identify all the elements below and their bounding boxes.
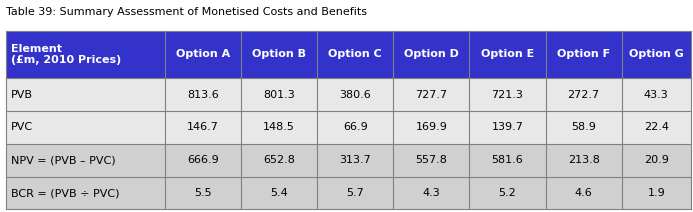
Bar xyxy=(545,111,622,144)
Text: 313.7: 313.7 xyxy=(340,155,371,165)
Bar xyxy=(545,31,622,78)
Text: 666.9: 666.9 xyxy=(187,155,219,165)
Text: Option C: Option C xyxy=(328,49,382,59)
Bar xyxy=(469,78,545,111)
Bar xyxy=(241,111,317,144)
Text: 557.8: 557.8 xyxy=(415,155,447,165)
Bar xyxy=(622,31,691,78)
Bar xyxy=(6,177,165,209)
Text: Option F: Option F xyxy=(557,49,610,59)
Bar xyxy=(545,177,622,209)
Text: 380.6: 380.6 xyxy=(340,89,371,99)
Bar xyxy=(165,177,241,209)
Text: 22.4: 22.4 xyxy=(644,122,669,132)
Text: 43.3: 43.3 xyxy=(644,89,669,99)
Bar xyxy=(241,31,317,78)
Bar xyxy=(317,78,393,111)
Bar xyxy=(6,31,165,78)
Text: 66.9: 66.9 xyxy=(343,122,367,132)
Text: Option A: Option A xyxy=(176,49,230,59)
Bar xyxy=(469,144,545,177)
Bar xyxy=(545,144,622,177)
Text: Option G: Option G xyxy=(629,49,684,59)
Text: NPV = (PVB – PVC): NPV = (PVB – PVC) xyxy=(11,155,116,165)
Text: 5.2: 5.2 xyxy=(498,188,516,198)
Bar xyxy=(622,78,691,111)
Bar xyxy=(241,144,317,177)
Text: 20.9: 20.9 xyxy=(644,155,669,165)
Text: Option D: Option D xyxy=(404,49,459,59)
Text: 146.7: 146.7 xyxy=(187,122,219,132)
Text: Option E: Option E xyxy=(481,49,534,59)
Bar xyxy=(165,78,241,111)
Bar xyxy=(6,111,165,144)
Text: Element
(£m, 2010 Prices): Element (£m, 2010 Prices) xyxy=(11,44,121,65)
Text: PVB: PVB xyxy=(11,89,33,99)
Bar xyxy=(317,177,393,209)
Text: 169.9: 169.9 xyxy=(415,122,447,132)
Text: 4.3: 4.3 xyxy=(423,188,440,198)
Text: 652.8: 652.8 xyxy=(263,155,295,165)
Text: 4.6: 4.6 xyxy=(574,188,593,198)
Text: 5.4: 5.4 xyxy=(270,188,288,198)
Text: 727.7: 727.7 xyxy=(415,89,448,99)
Text: Table 39: Summary Assessment of Monetised Costs and Benefits: Table 39: Summary Assessment of Monetise… xyxy=(6,7,367,17)
Text: 721.3: 721.3 xyxy=(491,89,523,99)
Text: 5.7: 5.7 xyxy=(346,188,364,198)
Bar xyxy=(317,31,393,78)
Bar xyxy=(165,111,241,144)
Bar xyxy=(241,78,317,111)
Bar xyxy=(241,177,317,209)
Text: 272.7: 272.7 xyxy=(568,89,599,99)
Bar xyxy=(6,144,165,177)
Text: 1.9: 1.9 xyxy=(647,188,665,198)
Text: 801.3: 801.3 xyxy=(263,89,295,99)
Text: 139.7: 139.7 xyxy=(491,122,523,132)
Bar xyxy=(622,144,691,177)
Bar xyxy=(317,111,393,144)
Text: 813.6: 813.6 xyxy=(187,89,219,99)
Bar xyxy=(393,31,469,78)
Bar xyxy=(393,144,469,177)
Bar xyxy=(393,111,469,144)
Bar xyxy=(165,31,241,78)
Text: Option B: Option B xyxy=(252,49,306,59)
Text: BCR = (PVB ÷ PVC): BCR = (PVB ÷ PVC) xyxy=(11,188,120,198)
Bar xyxy=(469,111,545,144)
Bar xyxy=(469,177,545,209)
Bar xyxy=(393,78,469,111)
Text: PVC: PVC xyxy=(11,122,33,132)
Bar xyxy=(545,78,622,111)
Bar xyxy=(165,144,241,177)
Text: 581.6: 581.6 xyxy=(491,155,523,165)
Text: 5.5: 5.5 xyxy=(194,188,211,198)
Text: 58.9: 58.9 xyxy=(571,122,596,132)
Bar xyxy=(317,144,393,177)
Bar xyxy=(622,111,691,144)
Bar xyxy=(6,78,165,111)
Text: 213.8: 213.8 xyxy=(568,155,599,165)
Bar xyxy=(393,177,469,209)
Bar xyxy=(469,31,545,78)
Text: 148.5: 148.5 xyxy=(263,122,295,132)
Bar xyxy=(622,177,691,209)
